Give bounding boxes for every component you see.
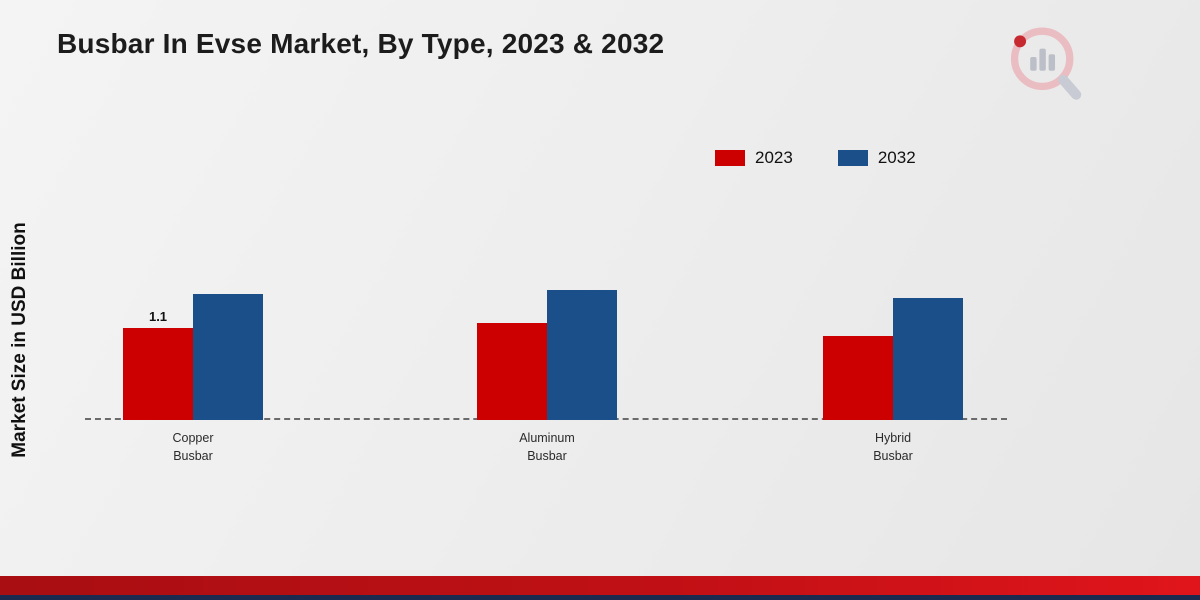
bar-group-hybrid-busbar: Hybrid Busbar bbox=[823, 298, 963, 463]
legend-label-2032: 2032 bbox=[877, 148, 916, 167]
footer-red-stripe bbox=[0, 576, 1200, 595]
bar-value-label: 1.1 bbox=[148, 309, 168, 324]
bar-group-copper-busbar: 1.1 Copper Busbar bbox=[123, 294, 263, 463]
chart-area: 1.1 Copper Busbar Aluminum Busbar Hybrid Bu… bbox=[85, 120, 1007, 463]
footer-stripes bbox=[0, 576, 1200, 600]
chart-title: Busbar In Evse Market, By Type, 2023 & 2… bbox=[57, 28, 665, 59]
bar-2023-hybrid-busbar bbox=[823, 336, 893, 420]
legend-item-2032: 2032 bbox=[837, 148, 916, 168]
market-research-logo-icon bbox=[998, 22, 1090, 114]
category-label-hybrid-busbar: Hybrid Busbar bbox=[873, 431, 913, 464]
bar-2023-copper-busbar bbox=[123, 328, 193, 420]
legend-label-2023: 2023 bbox=[755, 148, 793, 167]
y-axis-label: Market Size in USD Billion bbox=[9, 222, 30, 458]
legend-item-2023: 2023 bbox=[715, 148, 793, 168]
legend-swatch-2023 bbox=[715, 150, 745, 166]
bar-2032-hybrid-busbar bbox=[893, 298, 963, 420]
bar-2032-copper-busbar bbox=[193, 294, 263, 420]
legend: 2023 2032 bbox=[715, 148, 916, 168]
logo-graphic bbox=[1010, 27, 1082, 100]
footer-navy-stripe bbox=[0, 595, 1200, 600]
bar-2023-aluminum-busbar bbox=[477, 323, 547, 420]
category-label-copper-busbar: Copper Busbar bbox=[172, 431, 214, 464]
legend-swatch-2032 bbox=[837, 150, 868, 166]
category-label-aluminum-busbar: Aluminum Busbar bbox=[519, 431, 575, 464]
bar-2032-aluminum-busbar bbox=[547, 290, 617, 420]
bar-group-aluminum-busbar: Aluminum Busbar bbox=[477, 290, 617, 463]
